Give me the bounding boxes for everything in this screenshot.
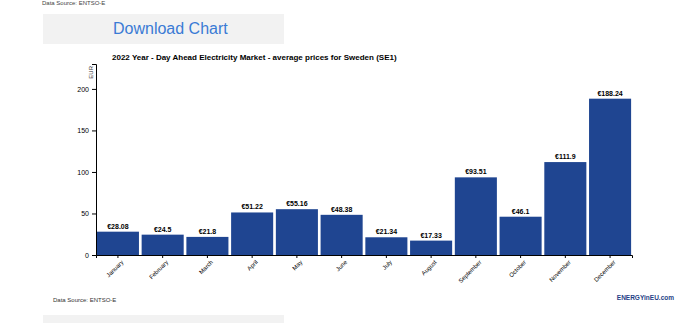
x-tick-label: May — [291, 259, 303, 271]
chart: €28.08 €24.5 €21.8 €51.22 €55.16 €48.38 €21.34… — [0, 0, 700, 323]
x-tick-label: September — [457, 259, 482, 284]
data-label: €111.9 — [555, 153, 576, 160]
x-tick-mark — [610, 255, 611, 258]
x-tick-label: December — [593, 259, 617, 283]
x-tick-mark — [431, 255, 432, 258]
x-tick-mark — [117, 255, 118, 258]
y-tick: 200 — [77, 86, 96, 93]
y-tick-mark — [92, 172, 96, 173]
x-tick: September — [457, 255, 482, 284]
download-button[interactable]: Download Chart — [43, 14, 284, 44]
y-tick: 150 — [77, 127, 96, 134]
bar — [142, 235, 184, 255]
source: Data Source: ENTSO-E — [53, 297, 116, 303]
data-label: €17.33 — [420, 232, 442, 239]
bar — [589, 99, 631, 255]
x-axis-line — [97, 256, 633, 259]
x-tick: November — [548, 255, 572, 283]
y-tick-label: 50 — [81, 210, 89, 217]
x-tick: August — [420, 255, 438, 277]
data-label: €21.8 — [199, 228, 217, 235]
y-tick-mark — [92, 213, 96, 214]
y-tick: 0 — [85, 252, 96, 259]
x-tick-label: March — [198, 259, 214, 275]
bar — [500, 217, 542, 255]
y-axis: 0 50 100 150 200 — [77, 65, 96, 259]
data-label: €51.22 — [241, 203, 263, 210]
x-tick-mark — [565, 255, 566, 258]
bars — [97, 99, 631, 255]
y-tick-label: 100 — [77, 169, 89, 176]
x-tick: July — [381, 255, 393, 271]
y-axis-line — [92, 65, 97, 256]
y-tick-mark — [92, 130, 96, 131]
x-tick-label: November — [548, 259, 572, 283]
x-tick-mark — [162, 255, 163, 258]
data-label: €46.1 — [512, 208, 530, 215]
y-tick-mark — [92, 255, 96, 256]
y-tick-mark — [92, 89, 96, 90]
logo: ENERGYinEU.com — [617, 294, 674, 301]
x-tick-mark — [386, 255, 387, 258]
x-tick-mark — [475, 255, 476, 258]
y-tick: 50 — [81, 210, 96, 217]
y-label: EUR — [88, 65, 94, 78]
bar — [97, 232, 139, 255]
bar — [186, 237, 228, 255]
y-tick-label: 150 — [77, 127, 89, 134]
x-tick-label: January — [105, 259, 124, 278]
x-tick-mark — [207, 255, 208, 258]
y-tick-label: 200 — [77, 86, 89, 93]
data-label: €55.16 — [286, 200, 308, 207]
x-tick-label: October — [508, 259, 527, 278]
x-tick-mark — [341, 255, 342, 258]
x-tick: December — [593, 255, 617, 283]
data-label: €48.38 — [331, 206, 353, 213]
bar — [410, 241, 452, 255]
x-tick: February — [148, 255, 169, 280]
data-label: €188.24 — [597, 90, 622, 97]
bar — [455, 177, 497, 255]
x-tick-mark — [520, 255, 521, 258]
y-tick: 100 — [77, 169, 96, 176]
x-tick-label: July — [381, 259, 393, 271]
x-tick: March — [198, 255, 214, 275]
bar — [276, 209, 318, 255]
x-tick: April — [246, 255, 259, 272]
bar — [365, 237, 407, 255]
x-tick: October — [508, 255, 527, 278]
header-note: Data Source: ENTSO-E — [42, 0, 105, 7]
x-tick-label: August — [420, 259, 438, 277]
y-tick-label: 0 — [85, 252, 89, 259]
bar — [321, 215, 363, 255]
data-labels: €28.08 €24.5 €21.8 €51.22 €55.16 €48.38 €21.34… — [107, 90, 623, 239]
x-tick-label: February — [148, 259, 169, 280]
data-label: €21.34 — [376, 228, 398, 235]
title: 2022 Year - Day Ahead Electricity Market… — [112, 53, 397, 62]
plot: €28.08 €24.5 €21.8 €51.22 €55.16 €48.38 €21.34… — [77, 65, 632, 285]
data-label: €93.51 — [465, 168, 487, 175]
bar — [231, 212, 273, 255]
x-tick: June — [335, 255, 349, 273]
x-tick-label: April — [246, 259, 259, 272]
x-tick-mark — [252, 255, 253, 258]
x-tick: May — [291, 255, 303, 271]
bottom-box — [43, 315, 284, 323]
data-label: €24.5 — [154, 226, 172, 233]
x-axis: January February March April May June July Augu… — [97, 255, 633, 284]
x-tick: January — [105, 255, 124, 278]
data-label: €28.08 — [107, 223, 129, 230]
x-tick-label: June — [335, 259, 349, 273]
bar — [544, 162, 586, 255]
x-tick-mark — [296, 255, 297, 258]
